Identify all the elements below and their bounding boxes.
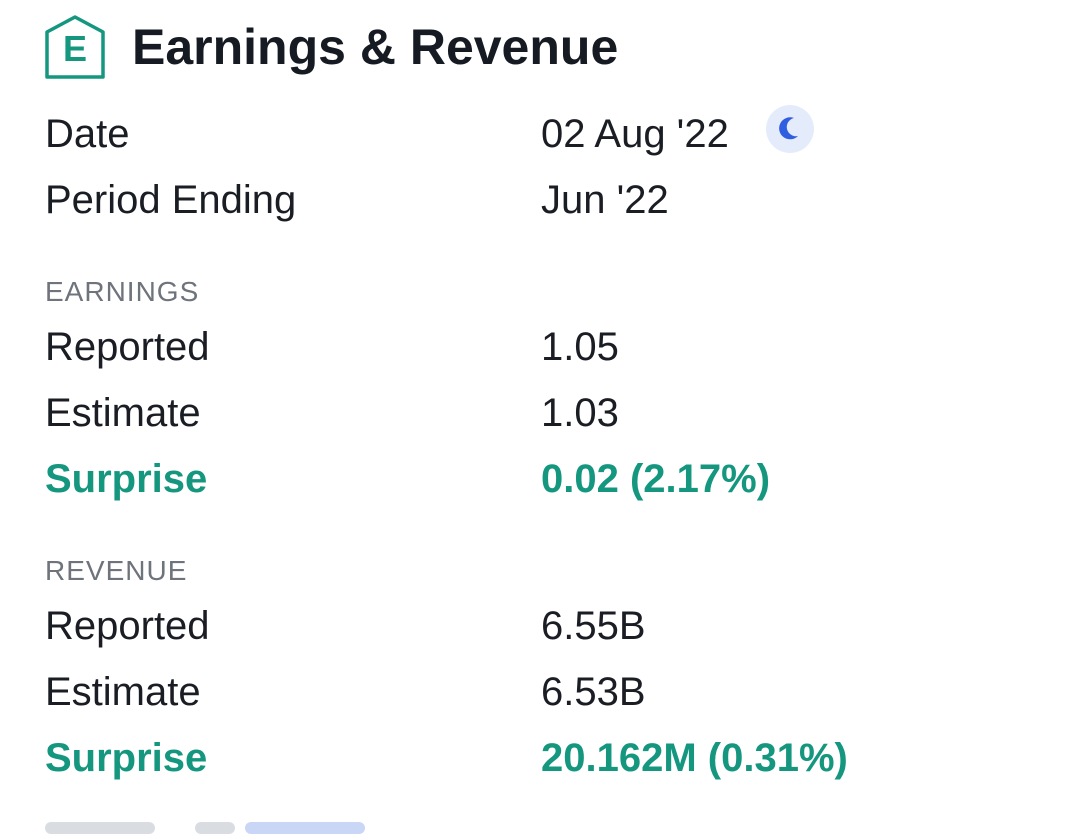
date-label: Date: [45, 112, 130, 156]
earnings-reported-label: Reported: [45, 325, 210, 369]
earnings-surprise-value: 0.02 (2.17%): [541, 457, 771, 501]
moon-icon[interactable]: [766, 105, 814, 153]
period-value: Jun '22: [541, 178, 669, 222]
page-title: Earnings & Revenue: [132, 19, 619, 75]
revenue-surprise-label: Surprise: [45, 736, 208, 780]
earnings-reported-value: 1.05: [541, 325, 619, 369]
revenue-estimate-value: 6.53B: [541, 670, 646, 714]
badge-letter: E: [62, 28, 87, 69]
cut-off-link-fragment: [245, 822, 365, 834]
earnings-badge-icon: E: [44, 14, 106, 80]
revenue-section-title: REVENUE: [45, 555, 188, 586]
header: E Earnings & Revenue: [44, 13, 618, 81]
cut-off-next-row: [45, 822, 385, 834]
revenue-reported-value: 6.55B: [541, 604, 646, 648]
revenue-surprise-value: 20.162M (0.31%): [541, 736, 848, 780]
cut-off-text-fragment: [45, 822, 155, 834]
earnings-estimate-value: 1.03: [541, 391, 619, 435]
revenue-estimate-label: Estimate: [45, 670, 201, 714]
revenue-reported-label: Reported: [45, 604, 210, 648]
date-value: 02 Aug '22: [541, 112, 729, 156]
earnings-surprise-label: Surprise: [45, 457, 208, 501]
earnings-estimate-label: Estimate: [45, 391, 201, 435]
cut-off-text-fragment: [195, 822, 235, 834]
earnings-section-title: EARNINGS: [45, 276, 200, 307]
period-label: Period Ending: [45, 178, 297, 222]
